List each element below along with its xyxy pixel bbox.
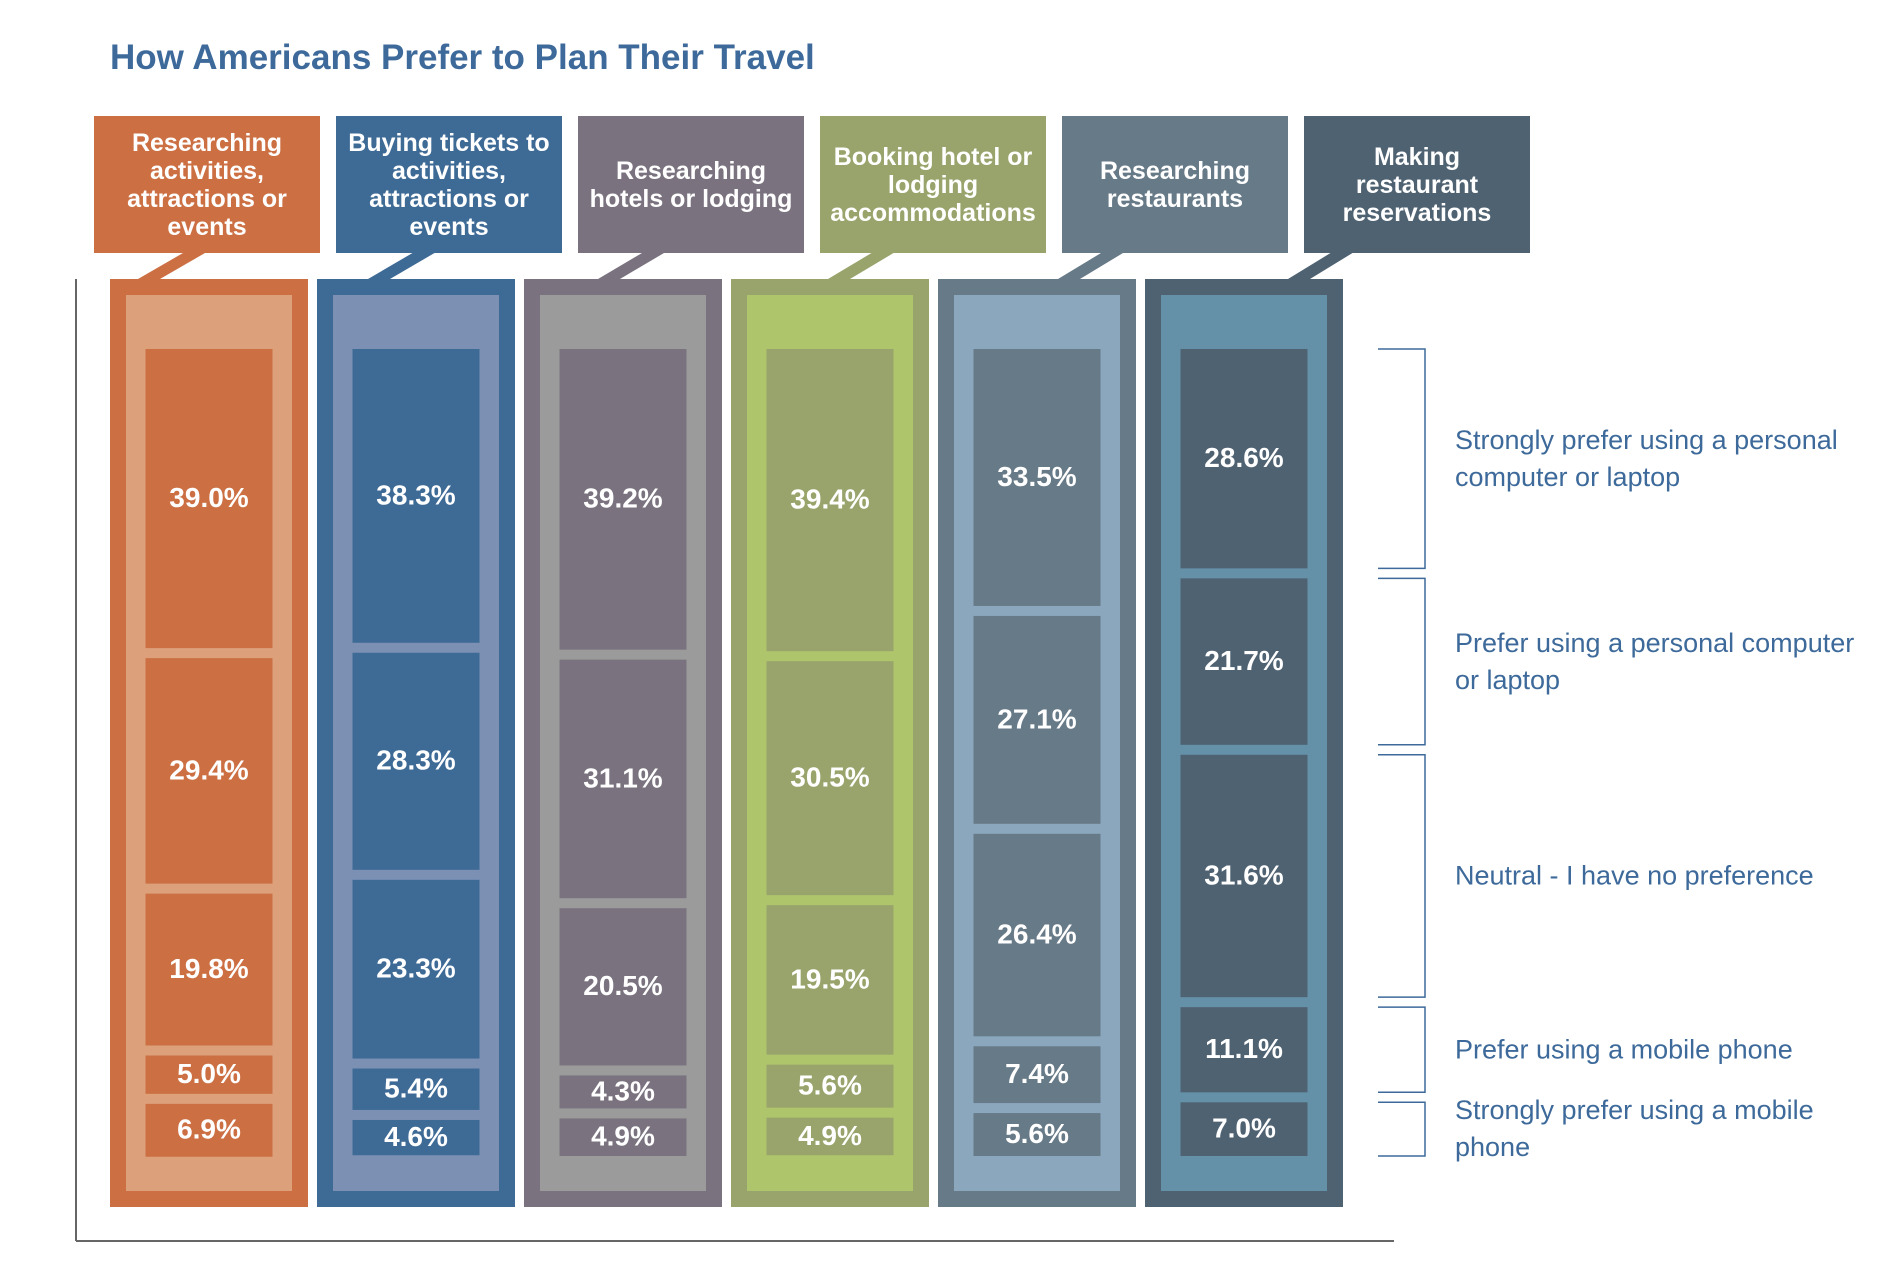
bar-segment (1180, 578, 1308, 745)
bar-segment (352, 1068, 480, 1110)
data-label: 26.4% (997, 918, 1076, 949)
bar-segment (1180, 349, 1308, 569)
data-label: 19.5% (790, 963, 869, 994)
bar-segment (559, 1118, 687, 1156)
data-label: 4.6% (384, 1121, 448, 1152)
data-label: 5.0% (177, 1058, 241, 1089)
header-pointer (1288, 253, 1353, 279)
data-label: 21.7% (1204, 645, 1283, 676)
data-label: 28.3% (376, 745, 455, 776)
legend-bracket (1378, 754, 1426, 998)
legend-entry: Prefer using a personal computer or lapt… (1455, 627, 1855, 695)
data-label: 5.6% (1005, 1118, 1069, 1149)
data-label: 23.3% (376, 953, 455, 984)
legend-entry: Neutral - I have no preference (1455, 860, 1814, 891)
header-pointer (368, 253, 435, 279)
data-label: 31.6% (1204, 859, 1283, 890)
legend-entry: Strongly prefer using a personal compute… (1455, 424, 1838, 492)
bar-segment (352, 1119, 480, 1156)
data-label: 39.4% (790, 483, 869, 514)
bar-segment (766, 349, 894, 652)
data-label: 4.3% (591, 1075, 655, 1106)
bar-segment (352, 349, 480, 643)
bar-segment (559, 349, 687, 650)
data-label: 5.4% (384, 1073, 448, 1104)
bar-segment (145, 349, 273, 649)
data-label: 19.8% (169, 953, 248, 984)
data-label: 29.4% (169, 754, 248, 785)
bar-segment (145, 658, 273, 884)
bar-segment (352, 879, 480, 1059)
data-label: 31.1% (583, 762, 662, 793)
category-header: Researching activities, attractions or e… (94, 116, 320, 253)
data-label: 6.9% (177, 1114, 241, 1145)
category-header: Researching hotels or lodging (578, 116, 804, 253)
header-pointer (1058, 253, 1123, 279)
legend-entry: Strongly prefer using a mobile phone (1455, 1095, 1814, 1163)
category-header: Buying tickets to activities, attraction… (336, 116, 562, 253)
data-label: 11.1% (1205, 1033, 1283, 1064)
bar-segment (973, 615, 1101, 824)
bar-segment (145, 1055, 273, 1094)
category-header: Researching restaurants (1062, 116, 1288, 253)
header-pointer (828, 253, 894, 279)
bar-segment (973, 1046, 1101, 1104)
bar-segment (352, 652, 480, 870)
data-label: 5.6% (798, 1070, 862, 1101)
data-label: 4.9% (591, 1121, 655, 1152)
bar-segment (145, 1103, 273, 1157)
data-label: 28.6% (1204, 442, 1283, 473)
data-label: 39.2% (583, 483, 662, 514)
bar-segment (559, 659, 687, 899)
bar-segment (559, 908, 687, 1066)
bar-segment (1180, 1102, 1308, 1156)
bar-segment (1180, 754, 1308, 998)
category-header: Making restaurant reservations (1304, 116, 1530, 253)
legend-bracket (1378, 577, 1426, 746)
data-label: 27.1% (997, 703, 1076, 734)
data-label: 38.3% (376, 479, 455, 510)
bar-segment (1180, 1007, 1308, 1093)
data-label: 7.0% (1212, 1113, 1276, 1144)
data-label: 7.4% (1005, 1058, 1069, 1089)
legend-bracket (1378, 348, 1426, 570)
data-label: 20.5% (583, 970, 662, 1001)
bar-segment (973, 1113, 1101, 1156)
category-header: Booking hotel or lodging accommodations (820, 116, 1046, 253)
bar-segment (559, 1075, 687, 1109)
header-pointer (598, 253, 664, 279)
bar-segment (766, 905, 894, 1055)
legend-entry: Prefer using a mobile phone (1455, 1034, 1793, 1065)
data-label: 30.5% (790, 762, 869, 793)
data-label: 4.9% (798, 1120, 862, 1151)
header-pointer (138, 253, 205, 279)
bar-segment (766, 661, 894, 896)
bar-segment (766, 1064, 894, 1108)
data-label: 33.5% (997, 461, 1076, 492)
chart-title: How Americans Prefer to Plan Their Trave… (110, 38, 815, 77)
bar-segment (973, 349, 1101, 606)
legend-bracket (1378, 1101, 1426, 1157)
bar-segment (145, 893, 273, 1046)
bar-segment (973, 833, 1101, 1037)
legend-bracket (1378, 1006, 1426, 1094)
data-label: 39.0% (169, 482, 248, 513)
bar-segment (766, 1117, 894, 1156)
